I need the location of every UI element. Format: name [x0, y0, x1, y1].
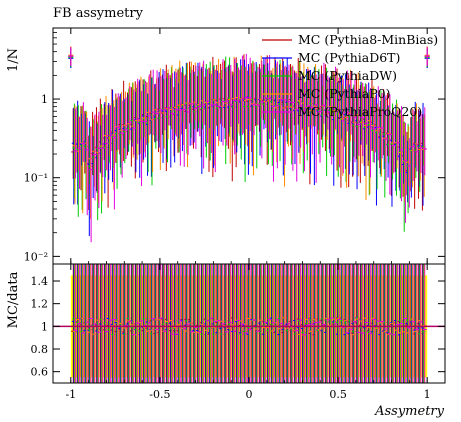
legend-entry-label: MC (PythiaProQ20) — [298, 104, 422, 119]
y-axis-label: 1/N — [6, 48, 21, 72]
series-1-ratio — [71, 264, 426, 383]
x-tick-label: -1 — [65, 388, 76, 401]
legend-entry-label: MC (PythiaP0) — [298, 86, 390, 101]
ratio-y-tick-label: 0.8 — [31, 343, 49, 356]
x-tick-label: -0.5 — [149, 388, 170, 401]
legend: MC (Pythia8-MinBias) MC (PythiaD6T) MC (Py… — [262, 32, 438, 119]
series-4-ratio — [73, 264, 427, 383]
y-axis-ticks: 10⁻² 10⁻¹ 1 — [24, 27, 445, 263]
legend-entry-label: MC (PythiaDW) — [298, 68, 397, 83]
main-panel — [68, 46, 430, 243]
x-tick-label: 0 — [246, 388, 253, 401]
series-4-main — [68, 47, 430, 243]
series-3-ratio — [72, 264, 427, 383]
legend-entry-label: MC (Pythia8-MinBias) — [298, 32, 438, 47]
ratio-panel — [53, 264, 445, 383]
chart-title: FB assymetry — [53, 6, 144, 21]
y-tick-label: 10⁻¹ — [24, 172, 48, 185]
series-2-ratio — [72, 264, 426, 383]
x-axis-ticks: -1 -0.5 0 0.5 1 — [52, 28, 446, 401]
ratio-y-tick-label: 1 — [41, 320, 48, 333]
ratio-y-axis-ticks: 0.6 0.8 1 1.2 1.4 — [31, 275, 445, 379]
x-tick-label: 0.5 — [329, 388, 347, 401]
y-tick-label: 10⁻² — [24, 250, 48, 263]
x-tick-label: 1 — [424, 388, 431, 401]
ratio-y-tick-label: 1.2 — [31, 298, 49, 311]
ratio-y-tick-label: 0.6 — [31, 366, 49, 379]
ratio-y-tick-label: 1.4 — [31, 275, 49, 288]
y-tick-label: 1 — [41, 93, 48, 106]
x-axis-label: Assymetry — [374, 404, 445, 419]
ratio-y-axis-label: MC/data — [6, 271, 21, 328]
legend-entry-label: MC (PythiaD6T) — [298, 50, 400, 65]
